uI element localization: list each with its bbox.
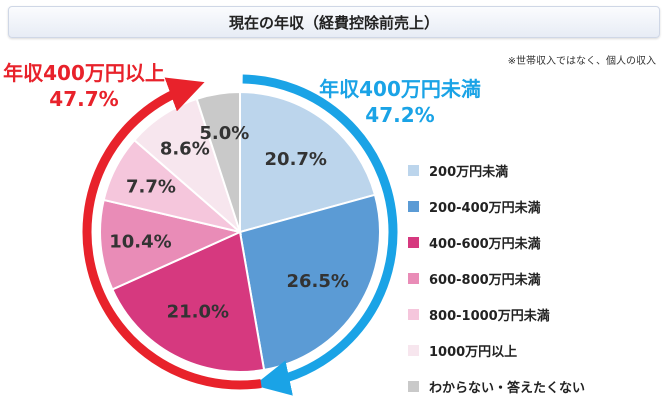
pie-slice <box>99 198 244 291</box>
legend-swatch <box>408 236 419 248</box>
footnote: ※世帯収入ではなく、個人の収入 <box>507 56 656 67</box>
over-400-bracket-arrow <box>82 77 262 390</box>
legend-item: 400-600万円未満 <box>408 224 585 260</box>
legend-swatch <box>408 164 419 176</box>
legend-item: 800-1000万円未満 <box>408 296 585 332</box>
pie-slice <box>239 90 377 234</box>
over-400-label: 年収400万円以上 <box>3 61 165 85</box>
legend: 200万円未満 200-400万円未満 400-600万円未満 600-800万円未満… <box>408 152 585 404</box>
legend-label: 600-800万円未満 <box>429 272 541 288</box>
pie-slice <box>111 230 266 373</box>
legend-item: 600-800万円未満 <box>408 260 585 296</box>
legend-item: 200万円未満 <box>408 152 585 188</box>
legend-swatch <box>408 200 419 212</box>
slice-labels: 20.7% 26.5% 21.0% 10.4% 7.7% 8.6%5.0% <box>109 123 349 322</box>
legend-swatch <box>408 344 419 356</box>
legend-label: 400-600万円未満 <box>429 236 541 252</box>
slice-percent-label: 26.5% <box>287 271 349 292</box>
legend-label: 200-400万円未満 <box>429 200 541 216</box>
chart-title: 現在の年収（経費控除前売上） <box>8 6 660 38</box>
slice-percent-label: 21.0% <box>167 302 229 323</box>
legend-label: 1000万円以上 <box>429 344 518 360</box>
slice-percent-label: 10.4% <box>109 232 171 253</box>
legend-label: わからない・答えたくない <box>429 380 586 396</box>
under-400-bracket-arrow <box>242 74 398 396</box>
legend-item: わからない・答えたくない <box>408 368 585 404</box>
slice-percent-label: 8.6% <box>160 139 210 160</box>
pie-slices <box>99 90 381 373</box>
legend-swatch <box>408 380 419 392</box>
legend-label: 200万円未満 <box>429 164 509 180</box>
under-400-percent: 47.2% <box>365 103 434 127</box>
slice-percent-label: 20.7% <box>265 149 327 170</box>
legend-item: 200-400万円未満 <box>408 188 585 224</box>
legend-label: 800-1000万円未満 <box>429 308 550 324</box>
slice-percent-label: 7.7% <box>126 176 176 197</box>
legend-swatch <box>408 272 419 284</box>
slice-percent-label: 5.0% <box>199 123 249 144</box>
under-400-label: 年収400万円未満 <box>319 77 481 101</box>
over-400-percent: 47.7% <box>49 87 118 111</box>
legend-item: 1000万円以上 <box>408 332 585 368</box>
legend-swatch <box>408 308 419 320</box>
